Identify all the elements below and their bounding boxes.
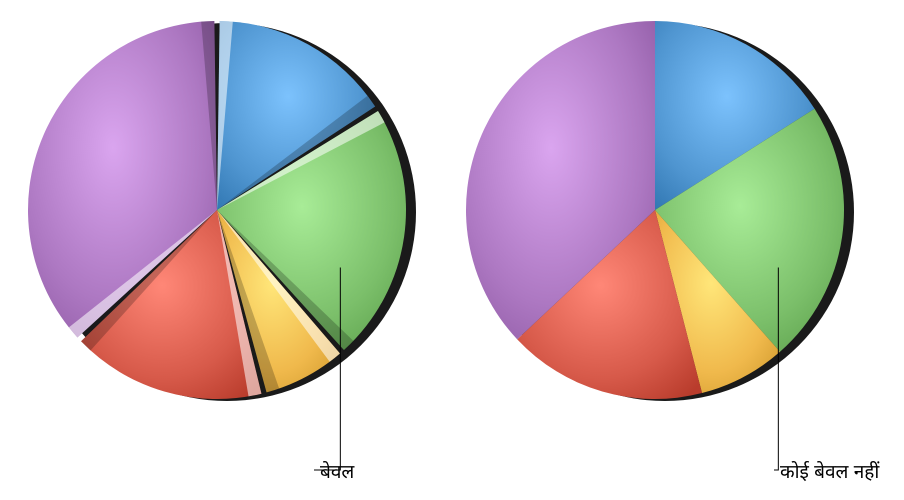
- pie-comparison-figure: { "canvas": { "width": 904, "height": 50…: [0, 0, 904, 500]
- pie-beveled: [28, 21, 416, 470]
- callout-label-bevel: बेवल: [320, 458, 354, 484]
- callout-label-no-bevel: कोई बेवल नहीं: [780, 458, 879, 484]
- pie-flat: [466, 21, 854, 470]
- pie-svg-layer: [0, 0, 904, 500]
